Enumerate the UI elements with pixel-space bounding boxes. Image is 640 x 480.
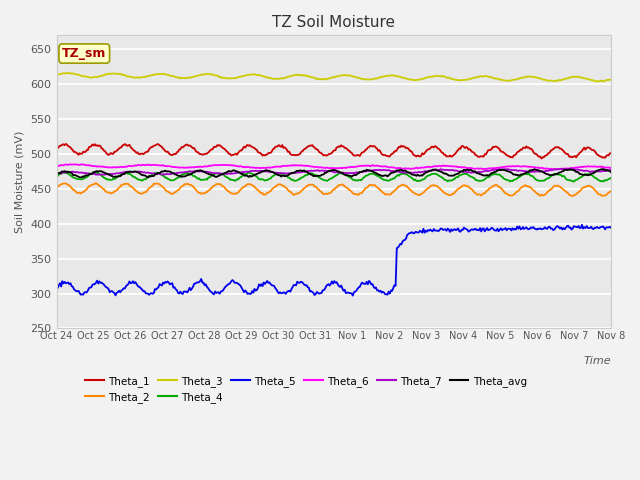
Theta_5 (349, 293, 356, 299)
Theta_1 (227, 151, 234, 157)
Theta_3 (227, 75, 234, 81)
Theta_3 (287, 73, 295, 79)
Text: Time: Time (583, 356, 611, 366)
Theta_3 (557, 77, 565, 83)
Theta_1 (538, 156, 545, 161)
Theta_4 (570, 179, 578, 184)
Theta_7 (390, 168, 398, 174)
Theta_avg (607, 169, 614, 175)
Theta_5 (364, 281, 372, 287)
Theta_4 (364, 172, 372, 178)
Theta_4 (557, 172, 565, 178)
Theta_4 (390, 176, 398, 181)
Legend: Theta_1, Theta_2, Theta_3, Theta_4, Theta_5, Theta_6, Theta_7, Theta_avg: Theta_1, Theta_2, Theta_3, Theta_4, Thet… (81, 372, 531, 407)
Theta_avg (52, 171, 60, 177)
Theta_6 (227, 162, 234, 168)
Theta_2 (364, 184, 372, 190)
Theta_1 (461, 145, 469, 151)
Theta_5 (287, 289, 294, 295)
Theta_3 (607, 77, 614, 83)
Theta_7 (557, 166, 565, 172)
Theta_6 (559, 166, 566, 172)
Theta_1 (390, 148, 398, 154)
Title: TZ Soil Moisture: TZ Soil Moisture (272, 15, 396, 30)
Theta_avg (461, 168, 469, 173)
Theta_2 (557, 185, 565, 191)
Line: Theta_1: Theta_1 (56, 144, 611, 158)
Line: Theta_7: Theta_7 (56, 168, 611, 175)
Line: Theta_5: Theta_5 (56, 225, 611, 296)
Theta_2 (92, 180, 100, 186)
Theta_7 (97, 172, 104, 178)
Theta_1 (62, 141, 70, 147)
Theta_2 (461, 182, 469, 188)
Theta_3 (592, 79, 600, 84)
Theta_2 (227, 190, 234, 196)
Theta_7 (566, 166, 574, 171)
Theta_6 (364, 163, 372, 168)
Theta_1 (607, 150, 614, 156)
Theta_3 (364, 76, 372, 82)
Theta_7 (227, 171, 234, 177)
Theta_2 (599, 193, 607, 199)
Theta_5 (52, 285, 60, 291)
Theta_2 (52, 185, 60, 191)
Theta_2 (607, 188, 614, 194)
Theta_avg (287, 170, 295, 176)
Theta_4 (607, 175, 614, 181)
Theta_5 (390, 282, 398, 288)
Line: Theta_4: Theta_4 (56, 172, 611, 181)
Theta_5 (461, 226, 469, 231)
Text: TZ_sm: TZ_sm (62, 47, 106, 60)
Theta_5 (557, 225, 565, 230)
Theta_6 (390, 165, 398, 170)
Theta_avg (77, 174, 84, 180)
Theta_6 (553, 167, 561, 172)
Theta_4 (461, 171, 469, 177)
Theta_1 (287, 152, 295, 158)
Theta_4 (245, 169, 253, 175)
Line: Theta_avg: Theta_avg (56, 169, 611, 177)
Theta_5 (607, 225, 614, 230)
Theta_6 (287, 162, 295, 168)
Theta_7 (607, 167, 614, 173)
Theta_6 (461, 165, 469, 170)
Theta_7 (287, 170, 295, 176)
Theta_6 (52, 163, 60, 168)
Theta_3 (461, 77, 469, 83)
Theta_avg (390, 169, 398, 175)
Theta_7 (461, 169, 469, 175)
Line: Theta_3: Theta_3 (56, 73, 611, 82)
Theta_avg (364, 167, 372, 173)
Theta_1 (52, 145, 60, 151)
Theta_2 (287, 190, 295, 196)
Theta_avg (227, 168, 234, 174)
Theta_7 (52, 170, 60, 176)
Theta_2 (390, 188, 398, 193)
Theta_4 (287, 177, 295, 183)
Theta_6 (67, 161, 74, 167)
Theta_4 (52, 174, 60, 180)
Theta_avg (557, 169, 565, 175)
Theta_avg (599, 166, 607, 172)
Theta_6 (607, 165, 614, 171)
Line: Theta_6: Theta_6 (56, 164, 611, 169)
Theta_5 (578, 222, 586, 228)
Theta_7 (364, 168, 372, 174)
Y-axis label: Soil Moisture (mV): Soil Moisture (mV) (15, 131, 25, 233)
Theta_4 (225, 176, 233, 181)
Theta_1 (559, 147, 566, 153)
Theta_1 (364, 144, 372, 150)
Theta_5 (225, 281, 233, 287)
Line: Theta_2: Theta_2 (56, 183, 611, 196)
Theta_3 (52, 72, 60, 78)
Theta_3 (63, 70, 71, 76)
Theta_3 (390, 73, 398, 79)
